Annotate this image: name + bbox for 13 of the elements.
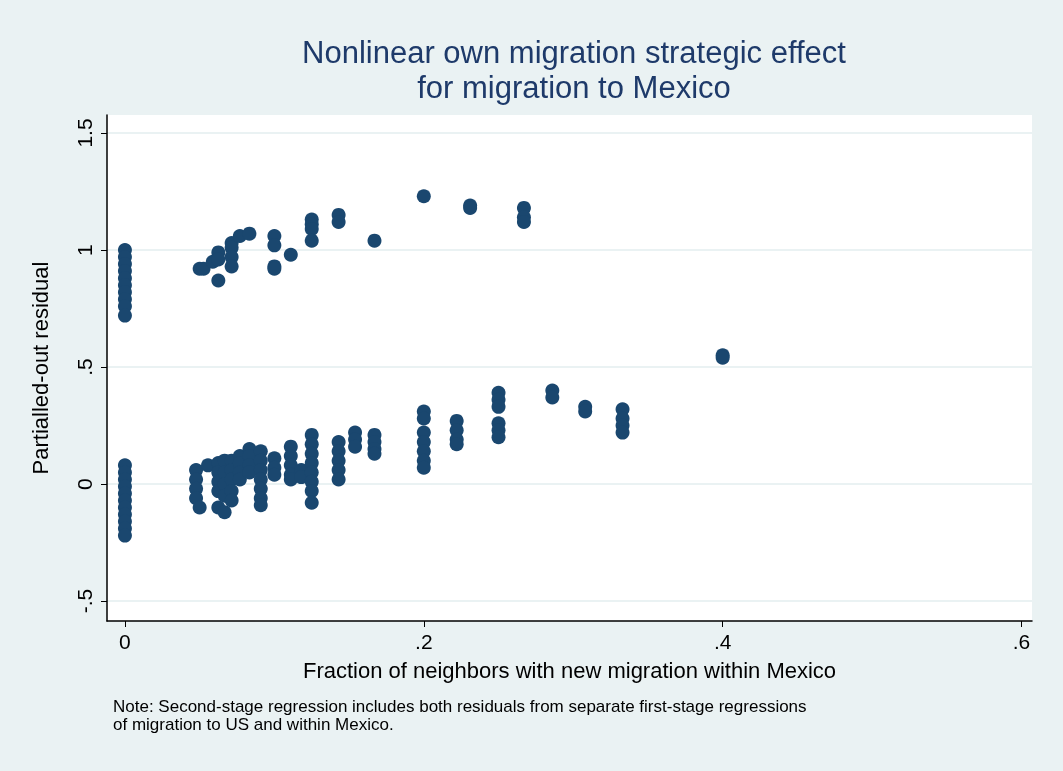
y-axis-title: Partialled-out residual	[27, 261, 53, 475]
y-tick-label: -.5	[73, 588, 96, 614]
x-tick-label: .2	[415, 630, 433, 653]
x-tick-label: 0	[119, 630, 131, 653]
y-tick-label: .5	[73, 358, 96, 376]
text: Note: Second-stage regression includes both residuals from separate first-stage regressions of migration to US and within Mexico.	[113, 696, 807, 734]
y-tick-label: 1.5	[73, 118, 96, 148]
x-axis-title: Fraction of neighbors with new migration within Mexico	[302, 657, 837, 683]
chart-title: Nonlinear own migration strategic effect for migration to Mexico	[302, 35, 847, 105]
y-tick-label: 0	[73, 478, 96, 490]
x-tick-label: .4	[713, 630, 732, 653]
x-tick-label: .6	[1012, 630, 1031, 653]
y-tick-label: 1	[73, 244, 96, 256]
